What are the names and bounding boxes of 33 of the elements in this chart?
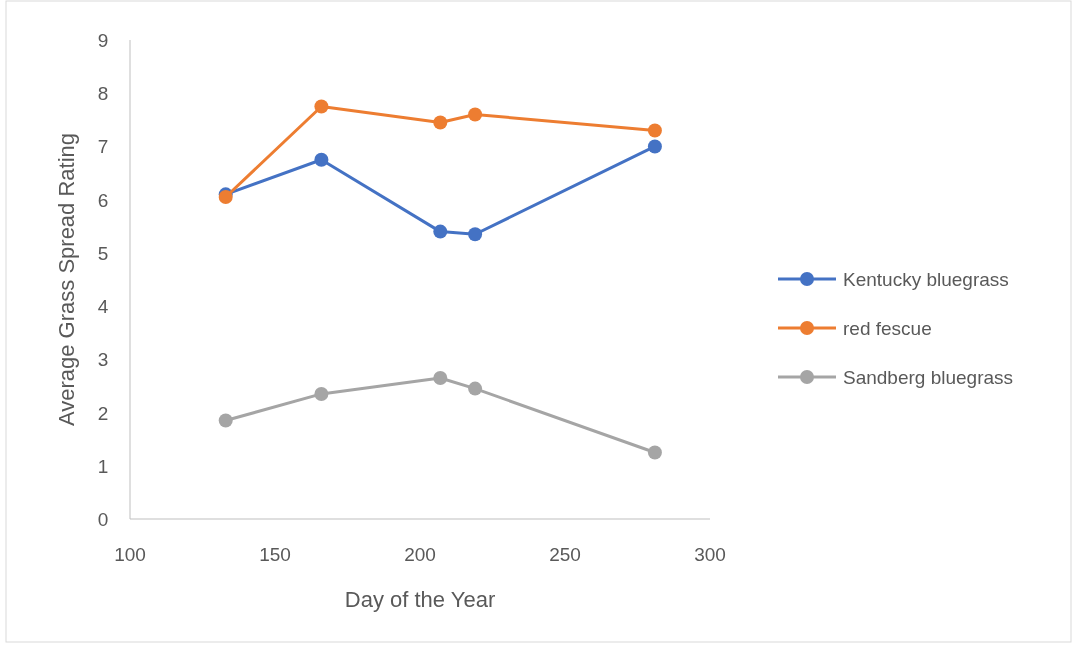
x-axis-title: Day of the Year [344, 587, 496, 612]
y-tick-label: 0 [97, 509, 109, 530]
y-tick-label: 3 [97, 349, 109, 371]
point [468, 107, 483, 122]
y-tick-label: 9 [97, 30, 109, 51]
x-tick-label: 150 [259, 544, 291, 565]
x-tick-label: 250 [549, 544, 581, 565]
x-tick-label: 100 [114, 544, 146, 565]
x-tick-label: 200 [404, 544, 436, 565]
y-tick-label: 8 [97, 83, 109, 105]
point [468, 227, 483, 242]
legend-label: Kentucky bluegrass [843, 269, 1009, 290]
point [314, 152, 329, 167]
point [468, 381, 483, 396]
point [433, 115, 448, 130]
legend-label: red fescue [843, 318, 932, 339]
point [314, 386, 329, 401]
x-tick-label: 300 [694, 544, 726, 565]
y-tick-label: 2 [97, 402, 109, 424]
y-tick-label: 7 [97, 136, 109, 158]
point [647, 123, 662, 138]
legend-label: Sandberg bluegrass [843, 367, 1014, 388]
point [647, 139, 662, 154]
y-tick-label: 6 [97, 189, 109, 211]
y-tick-label: 4 [97, 296, 109, 318]
point [433, 224, 448, 239]
y-axis-title: Average Grass Spread Rating [54, 132, 79, 427]
point [218, 413, 233, 428]
y-tick-label: 5 [97, 242, 109, 264]
point [314, 99, 329, 114]
point [433, 370, 448, 385]
y-tick-label: 1 [97, 455, 109, 477]
point [647, 445, 662, 460]
